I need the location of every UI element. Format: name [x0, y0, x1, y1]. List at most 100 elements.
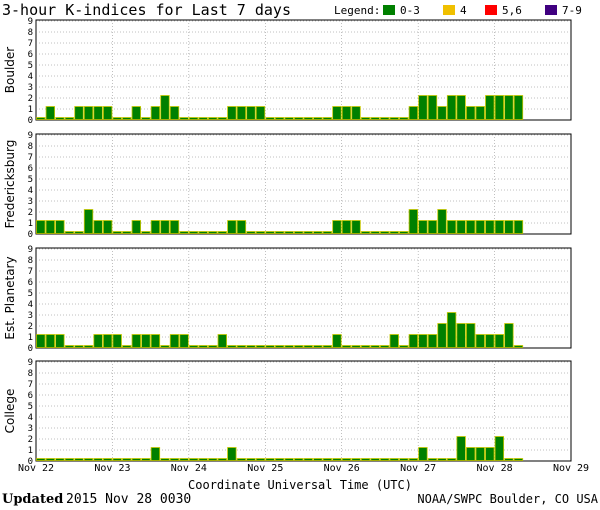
- x-tick-label: Nov 29: [553, 463, 589, 474]
- k-index-bar: [131, 334, 141, 348]
- k-index-bar: [179, 117, 189, 120]
- k-index-bar: [208, 117, 218, 120]
- k-index-bar: [399, 117, 409, 120]
- k-index-bar: [284, 458, 294, 461]
- k-index-bar: [274, 231, 285, 234]
- k-index-bar: [446, 312, 457, 348]
- y-tick-label: 9: [28, 17, 33, 27]
- k-index-bar: [313, 345, 323, 348]
- k-index-bar: [265, 117, 275, 120]
- k-index-bar: [351, 458, 361, 461]
- k-index-bar: [36, 334, 46, 348]
- k-index-bar: [217, 117, 227, 120]
- k-index-bar: [45, 106, 56, 120]
- k-index-bar: [380, 345, 390, 348]
- y-tick-label: 0: [28, 116, 33, 126]
- k-index-bar: [150, 334, 161, 348]
- k-index-bar: [437, 106, 447, 120]
- k-index-bar: [102, 334, 113, 348]
- legend-swatch: [383, 5, 395, 15]
- k-index-bar: [485, 220, 495, 234]
- k-index-bar: [494, 334, 505, 348]
- k-index-bar: [150, 106, 161, 120]
- k-index-bar: [141, 334, 151, 348]
- y-tick-label: 2: [28, 94, 33, 104]
- k-index-bar: [265, 345, 275, 348]
- k-index-bar: [322, 117, 333, 120]
- k-index-bar: [83, 209, 94, 234]
- y-tick-label: 6: [28, 278, 33, 288]
- y-tick-label: 8: [28, 28, 33, 38]
- k-index-bar: [360, 458, 371, 461]
- k-index-bar: [351, 345, 361, 348]
- x-axis-label: Coordinate Universal Time (UTC): [188, 478, 412, 492]
- k-index-bar: [141, 231, 151, 234]
- k-index-bar: [332, 106, 342, 120]
- series-label: Fredericksburg: [3, 140, 17, 229]
- k-index-bar: [332, 458, 342, 461]
- y-tick-label: 2: [28, 435, 33, 445]
- k-index-bar: [408, 458, 419, 461]
- k-index-bar: [389, 117, 399, 120]
- k-index-bar: [179, 458, 189, 461]
- k-index-bar: [246, 345, 256, 348]
- k-index-bar: [188, 117, 199, 120]
- k-index-bar: [131, 458, 141, 461]
- k-index-bar: [303, 458, 313, 461]
- legend-label: Legend:: [334, 4, 380, 17]
- k-index-bar: [513, 458, 524, 461]
- y-tick-label: 9: [28, 245, 33, 255]
- k-index-bar: [150, 220, 161, 234]
- k-index-bar: [284, 231, 294, 234]
- y-tick-label: 0: [28, 344, 33, 354]
- k-index-bar: [122, 231, 132, 234]
- k-index-bar: [446, 458, 457, 461]
- y-tick-label: 5: [28, 61, 33, 71]
- k-index-bar: [255, 106, 266, 120]
- k-index-bar: [360, 117, 371, 120]
- x-tick-label: Nov 23: [94, 463, 130, 474]
- x-tick-label: Nov 24: [171, 463, 207, 474]
- k-index-bar: [36, 458, 46, 461]
- k-index-bar: [475, 334, 485, 348]
- k-index-bar: [513, 95, 524, 120]
- y-tick-label: 5: [28, 175, 33, 185]
- k-index-bar: [380, 458, 390, 461]
- y-tick-label: 4: [28, 300, 33, 310]
- k-index-bar: [322, 458, 333, 461]
- k-index-bar: [351, 220, 361, 234]
- x-tick-label: Nov 26: [324, 463, 360, 474]
- k-index-bar: [494, 95, 505, 120]
- k-index-bar: [160, 95, 170, 120]
- k-index-bar: [360, 231, 371, 234]
- k-index-bar: [370, 117, 380, 120]
- k-index-bar: [217, 231, 227, 234]
- k-index-bar: [274, 345, 285, 348]
- k-index-bar: [294, 117, 304, 120]
- k-index-bar: [418, 220, 428, 234]
- k-index-bar: [64, 117, 75, 120]
- k-index-bar: [427, 458, 438, 461]
- k-index-bar: [456, 436, 466, 461]
- k-index-bar: [380, 231, 390, 234]
- k-index-bar: [332, 220, 342, 234]
- k-index-bar: [380, 117, 390, 120]
- k-index-bar: [332, 334, 342, 348]
- x-axis-ticks: Nov 22 Nov 23 Nov 24 Nov 25 Nov 26 Nov 27 Nov …: [18, 463, 589, 474]
- k-index-bar: [494, 220, 505, 234]
- k-index-bar: [45, 458, 56, 461]
- k-index-bar: [265, 231, 275, 234]
- footer-updated-value: 2015 Nov 28 0030: [66, 492, 191, 507]
- legend-swatch: [443, 5, 455, 15]
- x-tick-label: Nov 27: [400, 463, 436, 474]
- k-index-bar: [513, 220, 524, 234]
- k-index-bar: [475, 447, 485, 461]
- k-index-bar: [466, 106, 476, 120]
- legend-item-label: 0-3: [400, 4, 420, 17]
- k-index-bar: [351, 106, 361, 120]
- y-tick-label: 3: [28, 197, 33, 207]
- k-index-bar: [122, 345, 132, 348]
- k-index-bar: [303, 345, 313, 348]
- legend: Legend: 0-3 4 5,6 7-9: [334, 4, 582, 17]
